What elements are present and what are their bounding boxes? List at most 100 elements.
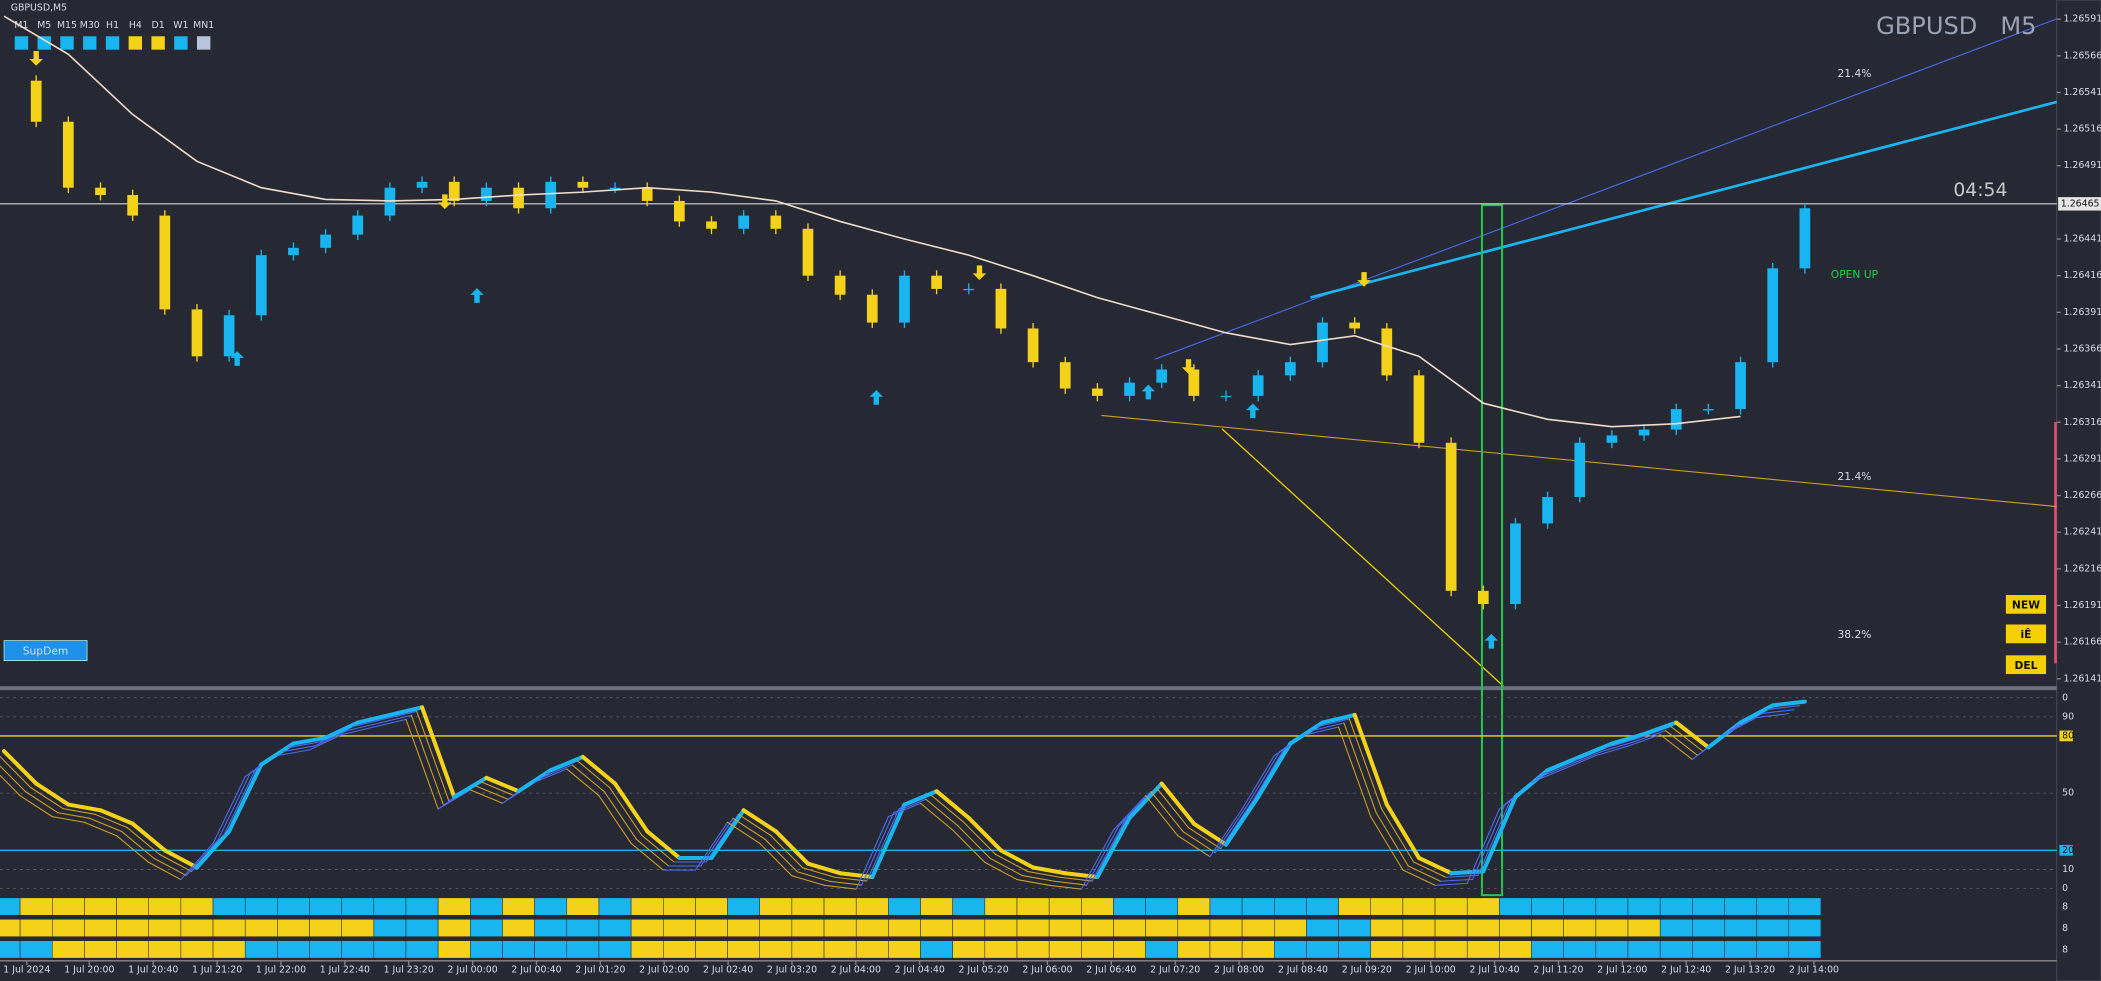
supdem-button[interactable]: SupDem	[3, 640, 88, 662]
timeframe-box[interactable]	[151, 36, 165, 50]
mid-button[interactable]: iÊ	[2005, 624, 2047, 644]
osc-lag-line	[796, 871, 830, 882]
osc-lag-line	[94, 813, 128, 829]
osc-lag-line	[919, 802, 954, 831]
y-tick-label: 1.26491	[2063, 160, 2101, 171]
osc-lag-line	[346, 722, 380, 732]
osc-lag-line	[51, 816, 85, 823]
timeframe-box[interactable]	[37, 36, 51, 50]
osc-lag-line	[351, 718, 386, 728]
x-tick-label: 2 Jul 07:20	[1150, 965, 1200, 976]
osc-lag-line	[314, 730, 348, 747]
state-cell	[727, 897, 761, 916]
osc-lag-line	[1112, 795, 1147, 831]
state-cell	[1209, 919, 1243, 937]
osc-lag-line	[116, 835, 150, 863]
button-bg[interactable]	[3, 640, 88, 662]
state-cell	[1113, 919, 1146, 937]
state-cell	[212, 897, 246, 916]
osc-lag-line	[1016, 879, 1050, 886]
state-cell	[1113, 897, 1146, 916]
state-cell	[1048, 940, 1082, 959]
osc-lag-line	[539, 764, 573, 779]
osc-lag-line	[185, 838, 219, 877]
osc-lag-line	[121, 831, 155, 859]
osc-lag-line	[1343, 722, 1377, 814]
state-cell	[1756, 897, 1790, 916]
trend-line	[1154, 18, 2057, 360]
osc-tick-label: 0	[2062, 692, 2068, 703]
osc-lag-line	[1568, 751, 1602, 766]
osc-lag-line	[989, 857, 1023, 877]
candle	[641, 187, 653, 201]
osc-lag-line	[24, 791, 59, 814]
state-cell	[534, 940, 568, 959]
state-cell	[437, 940, 471, 959]
button-label[interactable]: DEL	[2014, 659, 2037, 672]
y-tick-label: 1.26566	[2063, 50, 2101, 61]
candle	[1317, 322, 1328, 363]
timeframe-box[interactable]	[60, 36, 74, 50]
candle	[1220, 395, 1232, 398]
side-marker	[2054, 422, 2057, 664]
state-cell	[1081, 940, 1114, 959]
osc-line	[1770, 699, 1807, 708]
timeframe-box[interactable]	[128, 36, 143, 50]
fib-label: 38.2%	[1837, 628, 1871, 641]
button-bg[interactable]	[2005, 624, 2047, 644]
button-bg[interactable]	[2005, 595, 2047, 614]
timeframe-box[interactable]	[105, 36, 120, 50]
button-label[interactable]: iÊ	[2020, 628, 2031, 641]
state-cell	[855, 919, 889, 937]
osc-line	[452, 775, 489, 799]
state-cell	[19, 897, 53, 916]
state-cell	[116, 897, 149, 916]
state-cell	[1659, 919, 1693, 937]
state-cell	[1402, 919, 1436, 937]
state-cell	[1402, 897, 1436, 916]
state-cell	[244, 919, 278, 937]
state-cell	[1724, 940, 1757, 959]
state-cell	[212, 919, 246, 937]
timeframe-box[interactable]	[14, 36, 29, 50]
state-cell	[277, 919, 310, 937]
candle	[1445, 442, 1457, 591]
osc-lag-line	[887, 802, 922, 818]
timeframe-box[interactable]	[196, 36, 211, 50]
osc-line	[1738, 703, 1775, 725]
osc-lag-line	[1563, 755, 1597, 770]
state-cell	[405, 940, 439, 959]
osc-lag-line	[764, 838, 798, 873]
x-tick-label: 1 Jul 2024	[3, 965, 50, 976]
state-cell	[341, 897, 375, 916]
state-cell	[180, 897, 214, 916]
osc-lag-line	[19, 795, 53, 818]
button-label[interactable]: SupDem	[23, 644, 69, 657]
osc-lag-line	[737, 813, 771, 836]
osc-lag-line	[534, 768, 568, 783]
osc-line	[1481, 794, 1518, 874]
state-cell	[1724, 897, 1757, 916]
osc-lag-line	[0, 755, 32, 789]
osc-tick-label: 50	[2062, 788, 2074, 799]
osc-lag-line	[83, 821, 118, 837]
del-button[interactable]: DEL	[2005, 655, 2047, 675]
candle	[1735, 362, 1746, 410]
osc-lag-line	[1182, 831, 1216, 854]
timeframe-box[interactable]	[174, 36, 188, 50]
x-tick-label: 1 Jul 20:40	[128, 965, 178, 976]
x-tick-label: 1 Jul 22:00	[256, 965, 306, 976]
button-bg[interactable]	[2005, 655, 2047, 675]
osc-line	[1577, 741, 1614, 759]
timeframe-box[interactable]	[83, 36, 97, 50]
osc-lag-line	[791, 875, 825, 886]
state-cell	[920, 940, 953, 959]
button-label[interactable]: NEW	[2012, 599, 2040, 612]
osc-line	[1674, 720, 1711, 750]
osc-line	[1449, 869, 1486, 876]
state-cell	[1692, 940, 1725, 959]
state-cell	[759, 897, 793, 916]
sell-arrow	[29, 51, 43, 66]
new-button[interactable]: NEW	[2005, 595, 2047, 614]
osc-line	[1159, 781, 1196, 826]
